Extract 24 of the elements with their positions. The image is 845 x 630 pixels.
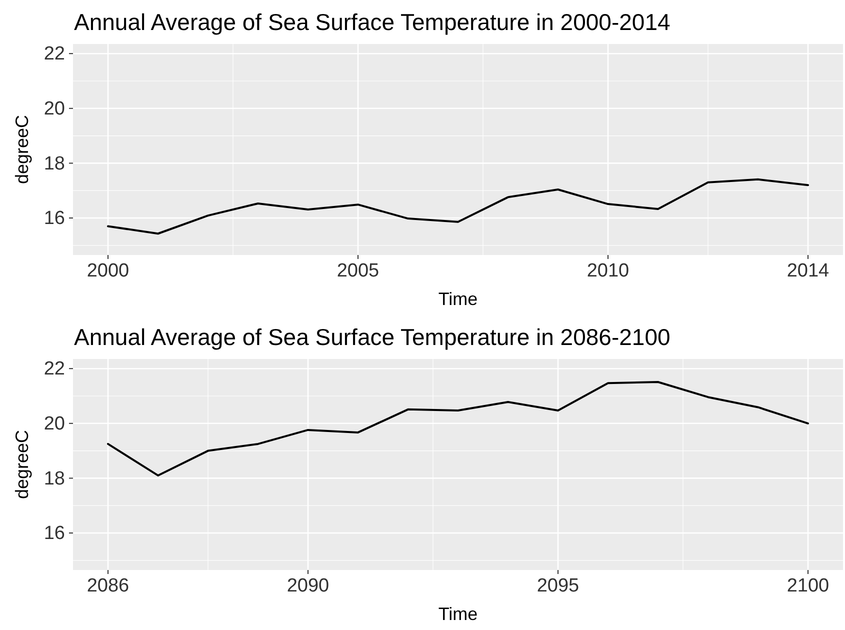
chart-title: Annual Average of Sea Surface Temperature in 2086-2100 xyxy=(74,324,670,350)
x-tick-label: 2005 xyxy=(336,260,380,282)
x-tick-label: 2095 xyxy=(536,575,580,596)
y-tick-label: 22 xyxy=(44,358,65,380)
y-tick-label: 16 xyxy=(44,208,65,230)
chart-title: Annual Average of Sea Surface Temperature in 2000-2014 xyxy=(74,9,670,35)
y-tick-label: 16 xyxy=(44,523,65,544)
line-series xyxy=(107,381,809,476)
y-axis-title: degreeC xyxy=(12,114,32,184)
x-tick-label: 2086 xyxy=(86,575,130,596)
y-tick-label: 18 xyxy=(44,468,65,490)
y-tick-label: 18 xyxy=(44,153,65,174)
x-axis-title: Time xyxy=(438,289,478,309)
y-tick-label: 20 xyxy=(44,413,65,434)
x-tick-label: 2000 xyxy=(86,260,130,282)
x-tick-label: 2090 xyxy=(286,575,330,596)
x-tick-label: 2014 xyxy=(786,260,830,282)
y-tick-label: 22 xyxy=(44,44,65,65)
x-axis-title: Time xyxy=(438,604,478,624)
line-series xyxy=(107,178,809,235)
y-tick-label: 20 xyxy=(44,98,65,120)
y-axis-title: degreeC xyxy=(12,430,32,500)
x-tick-label: 2010 xyxy=(586,260,630,282)
x-tick-label: 2100 xyxy=(786,575,830,596)
